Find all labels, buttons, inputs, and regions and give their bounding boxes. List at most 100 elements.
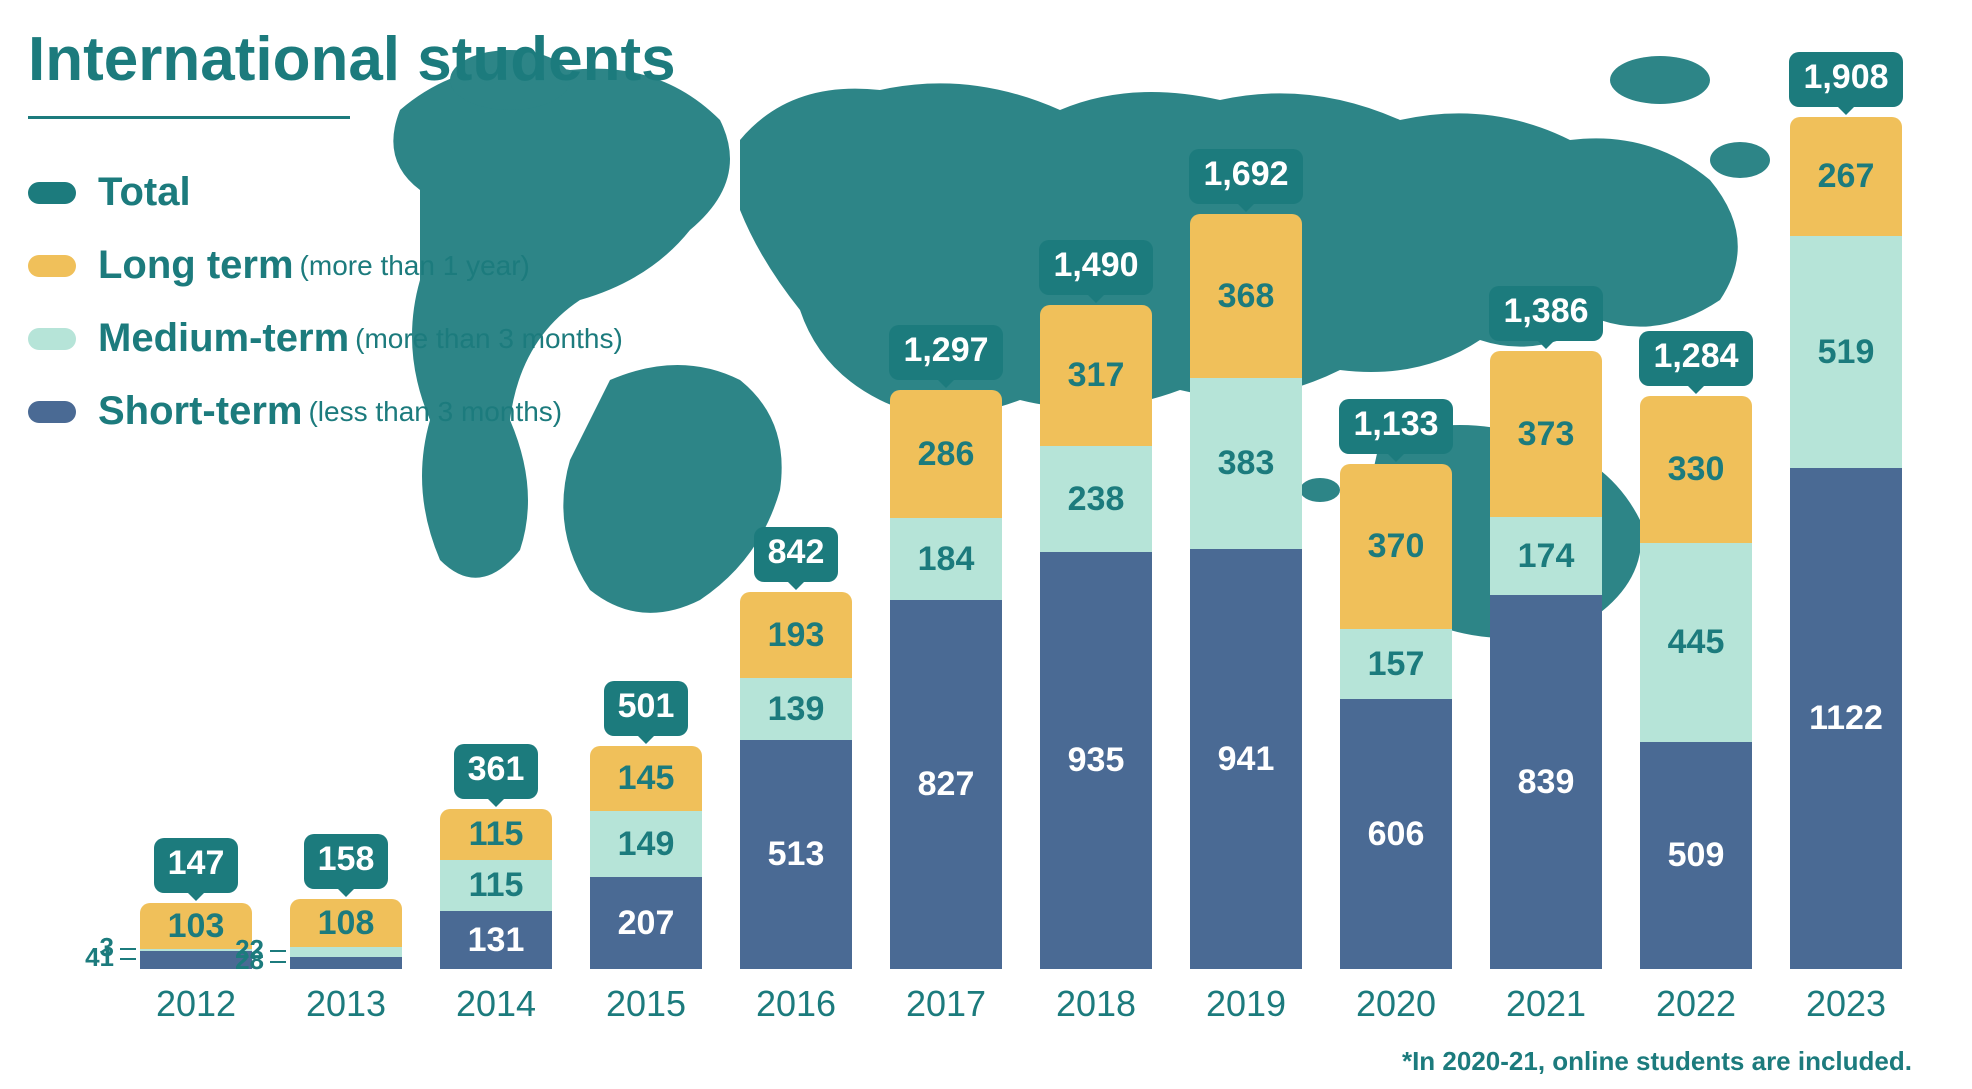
- segment-value: 207: [618, 904, 675, 943]
- total-badge: 147: [154, 838, 239, 893]
- segment-long: 108: [290, 899, 402, 947]
- segment-short: 513: [740, 740, 852, 969]
- segment-value: 839: [1518, 763, 1575, 802]
- bar-column: 1,692 941 383 368: [1190, 149, 1302, 969]
- tick-line: [120, 958, 136, 960]
- segment-value: 445: [1668, 623, 1725, 662]
- segment-medium: 139: [740, 678, 852, 740]
- segment-short: 941: [1190, 549, 1302, 969]
- x-tick-label: 2014: [440, 983, 552, 1025]
- bar-stack: 941 383 368: [1190, 214, 1302, 969]
- segment-long: 368: [1190, 214, 1302, 378]
- segment-short: [290, 957, 402, 969]
- segment-short: 207: [590, 877, 702, 969]
- segment-value: 519: [1818, 333, 1875, 372]
- bar-stack: 827 184 286: [890, 390, 1002, 969]
- segment-short: 606: [1340, 699, 1452, 969]
- segment-short: 1122: [1790, 468, 1902, 969]
- segment-value: 103: [168, 907, 225, 946]
- bar-stack: 207 149 145: [590, 746, 702, 969]
- segment-value: 149: [618, 825, 675, 864]
- x-tick-label: 2021: [1490, 983, 1602, 1025]
- segment-short: 839: [1490, 595, 1602, 969]
- bar-column: 1,133 606 157 370: [1340, 399, 1452, 969]
- total-badge: 501: [604, 681, 689, 736]
- total-badge: 1,133: [1339, 399, 1452, 454]
- legend-swatch: [28, 328, 76, 350]
- segment-medium: 445: [1640, 543, 1752, 742]
- x-tick-label: 2019: [1190, 983, 1302, 1025]
- chart-area: 1471033411581082228361131115115501207149…: [140, 49, 1930, 969]
- segment-long: 370: [1340, 464, 1452, 629]
- x-tick-label: 2016: [740, 983, 852, 1025]
- segment-value: 368: [1218, 277, 1275, 316]
- x-tick-label: 2017: [890, 983, 1002, 1025]
- segment-long: 193: [740, 592, 852, 678]
- segment-medium: 238: [1040, 446, 1152, 552]
- bar-stack: 131 115 115: [440, 809, 552, 969]
- segment-value: 267: [1818, 157, 1875, 196]
- bar-column: 1,284509445330: [1640, 331, 1752, 969]
- segment-long: 286: [890, 390, 1002, 518]
- bar-stack: 839174373: [1490, 351, 1602, 969]
- segment-value: 373: [1518, 415, 1575, 454]
- total-badge: 1,692: [1189, 149, 1302, 204]
- bar-stack: 513 139 193: [740, 592, 852, 969]
- segment-long: 145: [590, 746, 702, 811]
- segment-medium: 184: [890, 518, 1002, 600]
- segment-long: 373: [1490, 351, 1602, 517]
- x-tick-label: 2020: [1340, 983, 1452, 1025]
- segment-medium: 383: [1190, 378, 1302, 549]
- segment-value: 606: [1368, 815, 1425, 854]
- total-badge: 1,386: [1489, 286, 1602, 341]
- x-tick-label: 2012: [140, 983, 252, 1025]
- side-value-text: 41: [85, 942, 114, 972]
- segment-value: 108: [318, 904, 375, 943]
- segment-value: 513: [768, 835, 825, 874]
- bar-column: 1,9081122519267: [1790, 52, 1902, 969]
- x-tick-label: 2015: [590, 983, 702, 1025]
- bar-column: 1581082228: [290, 834, 402, 969]
- bar-column: 361131115115: [440, 744, 552, 969]
- bar-stack: 1122 519 267: [1790, 117, 1902, 969]
- segment-value: 115: [469, 815, 524, 854]
- tick-line: [270, 961, 286, 963]
- segment-value: 370: [1368, 527, 1425, 566]
- bar-column: 501 207 149 145: [590, 681, 702, 969]
- segment-value: 317: [1068, 356, 1125, 395]
- segment-value: 330: [1668, 450, 1725, 489]
- segment-value: 941: [1218, 740, 1275, 779]
- segment-value: 131: [468, 921, 525, 960]
- footnote: *In 2020-21, online students are include…: [1402, 1046, 1912, 1077]
- segment-long: 317: [1040, 305, 1152, 446]
- bar-stack: 108: [290, 899, 402, 969]
- segment-long: 115: [440, 809, 552, 860]
- side-value-label: 41: [70, 942, 136, 973]
- total-badge: 842: [754, 527, 839, 582]
- segment-medium: 157: [1340, 629, 1452, 699]
- segment-value: 509: [1668, 836, 1725, 875]
- segment-value: 1122: [1809, 699, 1883, 738]
- x-tick-label: 2013: [290, 983, 402, 1025]
- segment-long: 267: [1790, 117, 1902, 236]
- segment-value: 115: [469, 866, 524, 905]
- segment-value: 286: [918, 435, 975, 474]
- segment-value: 193: [768, 616, 825, 655]
- legend-swatch: [28, 255, 76, 277]
- total-badge: 1,490: [1039, 240, 1152, 295]
- segment-medium: 149: [590, 811, 702, 877]
- segment-medium: 519: [1790, 236, 1902, 468]
- segment-short: 935: [1040, 552, 1152, 969]
- total-badge: 1,297: [889, 325, 1002, 380]
- x-tick-label: 2022: [1640, 983, 1752, 1025]
- bar-column: 1,386 839174373: [1490, 286, 1602, 969]
- x-tick-label: 2023: [1790, 983, 1902, 1025]
- segment-short: 827: [890, 600, 1002, 969]
- bar-stack: 509 445 330: [1640, 396, 1752, 969]
- segment-short: 509: [1640, 742, 1752, 969]
- segment-short: 131: [440, 911, 552, 969]
- segment-value: 184: [918, 540, 975, 579]
- bar-stack: 935 238 317: [1040, 305, 1152, 969]
- segment-value: 935: [1068, 741, 1125, 780]
- bar-stack: 606 157 370: [1340, 464, 1452, 969]
